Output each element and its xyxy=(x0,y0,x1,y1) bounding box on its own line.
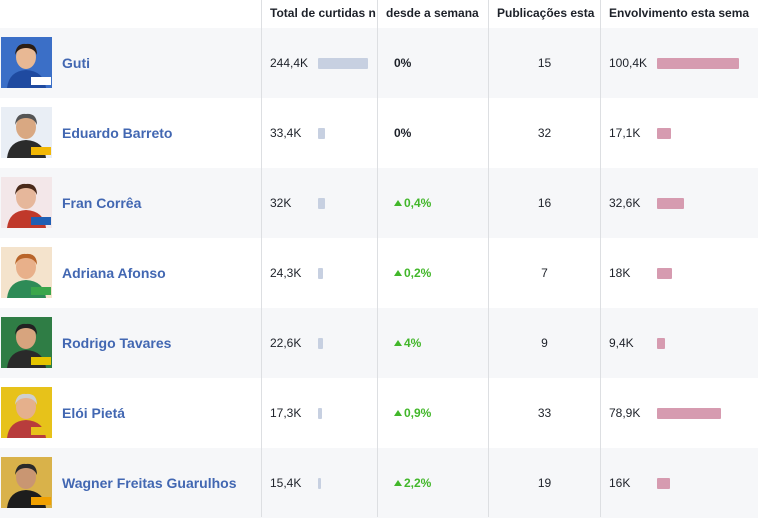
growth-value: 0,2% xyxy=(394,238,431,308)
posts-value: 7 xyxy=(541,266,548,280)
posts-value: 15 xyxy=(537,56,552,70)
arrow-up-icon xyxy=(394,270,402,276)
engagement-value: 18K xyxy=(609,266,631,280)
engagement-bar xyxy=(657,478,670,489)
column-divider xyxy=(488,0,489,517)
likes-bar xyxy=(318,338,323,349)
table-row: Fran Corrêa 32K 0,4% 16 32,6K xyxy=(0,168,758,238)
likes-value: 33,4K xyxy=(270,126,302,140)
likes-bar xyxy=(318,128,325,139)
growth-text: 0% xyxy=(394,56,412,70)
arrow-up-icon xyxy=(394,410,402,416)
engagement-value: 78,9K xyxy=(609,406,641,420)
header-growth[interactable]: desde a semana xyxy=(386,6,479,20)
engagement-bar xyxy=(657,408,721,419)
page-name-link[interactable]: Rodrigo Tavares xyxy=(62,335,172,351)
likes-bar xyxy=(318,198,325,209)
likes-bar xyxy=(318,268,323,279)
growth-value: 4% xyxy=(394,308,421,378)
engagement-value: 32,6K xyxy=(609,196,641,210)
page-avatar[interactable] xyxy=(1,457,52,508)
table-row: Rodrigo Tavares 22,6K 4% 9 9,4K xyxy=(0,308,758,378)
page-avatar[interactable] xyxy=(1,177,52,228)
engagement-bar xyxy=(657,268,672,279)
likes-value: 15,4K xyxy=(270,476,302,490)
growth-text: 2,2% xyxy=(404,476,432,490)
engagement-value: 17,1K xyxy=(609,126,641,140)
table-header: Total de curtidas n desde a semana Publi… xyxy=(0,0,758,29)
likes-value: 32K xyxy=(270,196,292,210)
posts-value: 16 xyxy=(537,196,552,210)
growth-value: 2,2% xyxy=(394,448,431,518)
growth-value: 0,9% xyxy=(394,378,431,448)
arrow-up-icon xyxy=(394,340,402,346)
header-likes[interactable]: Total de curtidas n xyxy=(270,6,376,20)
growth-value: 0% xyxy=(394,98,411,168)
column-divider xyxy=(261,0,262,517)
table-row: Elói Pietá 17,3K 0,9% 33 78,9K xyxy=(0,378,758,448)
engagement-value: 100,4K xyxy=(609,56,648,70)
growth-text: 0,9% xyxy=(404,406,432,420)
page-avatar[interactable] xyxy=(1,107,52,158)
growth-value: 0,4% xyxy=(394,168,431,238)
column-divider xyxy=(600,0,601,517)
page-avatar[interactable] xyxy=(1,247,52,298)
column-divider xyxy=(377,0,378,517)
page-name-link[interactable]: Guti xyxy=(62,55,90,71)
engagement-bar xyxy=(657,198,684,209)
likes-value: 244,4K xyxy=(270,56,309,70)
page-avatar[interactable] xyxy=(1,317,52,368)
page-avatar[interactable] xyxy=(1,37,52,88)
header-posts[interactable]: Publicações esta xyxy=(497,6,595,20)
page-name-link[interactable]: Elói Pietá xyxy=(62,405,126,421)
engagement-value: 16K xyxy=(609,476,631,490)
page-avatar[interactable] xyxy=(1,387,52,438)
posts-value: 19 xyxy=(537,476,552,490)
growth-text: 0,2% xyxy=(404,266,432,280)
page-name-link[interactable]: Adriana Afonso xyxy=(62,265,166,281)
table-row: Guti 244,4K 0% 15 100,4K xyxy=(0,28,758,98)
growth-value: 0% xyxy=(394,28,411,98)
engagement-bar xyxy=(657,128,671,139)
growth-text: 0,4% xyxy=(404,196,432,210)
arrow-up-icon xyxy=(394,480,402,486)
table-row: Eduardo Barreto 33,4K 0% 32 17,1K xyxy=(0,98,758,168)
page-name-link[interactable]: Eduardo Barreto xyxy=(62,125,173,141)
likes-value: 17,3K xyxy=(270,406,302,420)
posts-value: 32 xyxy=(537,126,552,140)
likes-value: 24,3K xyxy=(270,266,302,280)
growth-text: 4% xyxy=(404,336,422,350)
growth-text: 0% xyxy=(394,126,412,140)
arrow-up-icon xyxy=(394,200,402,206)
engagement-bar xyxy=(657,58,739,69)
page-name-link[interactable]: Fran Corrêa xyxy=(62,195,142,211)
engagement-value: 9,4K xyxy=(609,336,634,350)
header-engagement[interactable]: Envolvimento esta sema xyxy=(609,6,750,20)
posts-value: 9 xyxy=(541,336,548,350)
page-name-link[interactable]: Wagner Freitas Guarulhos xyxy=(62,475,237,491)
likes-bar xyxy=(318,478,321,489)
likes-value: 22,6K xyxy=(270,336,302,350)
posts-value: 33 xyxy=(537,406,552,420)
engagement-bar xyxy=(657,338,665,349)
likes-bar xyxy=(318,408,322,419)
likes-bar xyxy=(318,58,368,69)
table-row: Wagner Freitas Guarulhos 15,4K 2,2% 19 1… xyxy=(0,448,758,518)
table-row: Adriana Afonso 24,3K 0,2% 7 18K xyxy=(0,238,758,308)
